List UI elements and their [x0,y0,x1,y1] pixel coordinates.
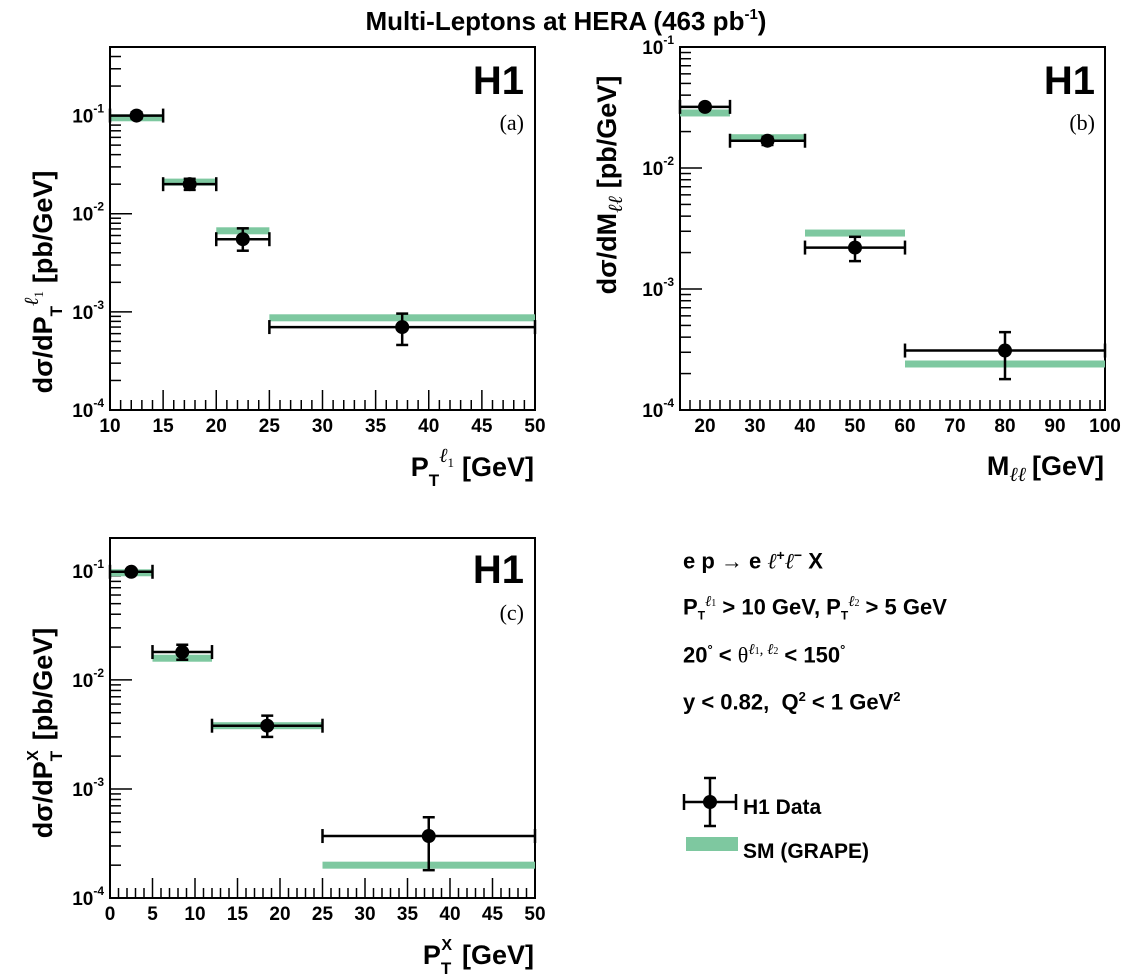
x-tick-label: 15 [227,904,249,925]
x-tick-label: 70 [944,416,965,437]
x-tick-label: 30 [354,904,375,925]
data-point [129,108,144,123]
x-tick-label: 50 [524,416,545,437]
data-point [260,718,275,733]
data-point [760,133,775,148]
data-point [175,645,190,660]
x-tick-label: 45 [471,416,493,437]
x-tick-label: 20 [694,416,715,437]
selection-theta-cut: 20° < θℓ1, ℓ2 < 150° [683,642,846,668]
panel-b-experiment: H1 [1044,59,1095,103]
y-tick-label: 10-2 [72,666,104,692]
panel-a: 10-4 10-3 10-2 10-1 10 15 20 25 30 35 40 45 50 H1 (a… [21,46,546,490]
data-point [182,177,197,192]
x-tick-label: 45 [482,904,504,925]
plot-frame [109,537,536,899]
panel-b-ylabel: dσ/dMℓℓ[pb/GeV] [592,76,627,295]
legend-sm-symbol [686,837,738,851]
panel-b-xlabel: Mℓℓ [GeV] [987,451,1104,486]
x-tick-label: 25 [312,904,334,925]
panel-a-label: (a) [500,110,524,135]
x-tick-label: 35 [397,904,419,925]
x-tick-label: 15 [153,416,175,437]
panel-a-xlabel: PTℓ1 [GeV] [411,445,534,490]
y-tick-label: 10-1 [72,557,104,583]
selection-cuts: e p → e ℓ+ℓ− X PTℓ1 > 10 GeV, PTℓ2 > 5 G… [683,532,1123,720]
legend-data-label: H1 Data [743,796,822,819]
x-tick-label: 90 [1044,416,1065,437]
panel-b-label: (b) [1069,110,1095,135]
y-tick-label: 10-3 [642,275,674,301]
y-tick-label: 10-4 [72,396,104,422]
data-point [698,99,712,114]
x-tick-label: 50 [524,904,545,925]
legend-sm-label: SM (GRAPE) [743,840,869,863]
y-tick-label: 10-4 [72,884,104,910]
y-tick-label: 10-2 [642,154,674,180]
x-tick-label: 40 [418,416,439,437]
y-tick-label: 10-2 [72,200,104,226]
x-tick-label: 100 [1089,416,1121,437]
x-tick-label: 20 [269,904,290,925]
panel-c-label: (c) [500,600,524,625]
y-tick-label: 10-3 [72,775,104,801]
panel-c-ylabel: dσ/dPTX[pb/GeV] [25,628,66,839]
legend-sm-entry: SM (GRAPE) [683,831,983,875]
panel-c-experiment: H1 [473,548,524,592]
y-tick-label: 10-4 [642,396,674,422]
x-tick-label: 40 [439,904,460,925]
data-point [848,240,862,255]
data-point [235,232,250,247]
selection-pt-cuts: PTℓ1 > 10 GeV, PTℓ2 > 5 GeV [683,594,947,623]
x-tick-label: 40 [794,416,815,437]
y-tick-label: 10-1 [642,33,674,59]
legend-data-entry: H1 Data [683,787,983,831]
x-tick-label: 80 [994,416,1015,437]
x-tick-label: 25 [259,416,281,437]
x-tick-label: 35 [365,416,387,437]
x-tick-label: 50 [844,416,865,437]
x-tick-label: 60 [894,416,915,437]
x-tick-label: 30 [744,416,765,437]
x-tick-label: 0 [105,904,116,925]
x-tick-label: 20 [206,416,227,437]
selection-kinematic-cuts: y < 0.82, Q2 < 1 GeV2 [683,689,901,715]
figure-title: Multi-Leptons at HERA (463 pb-1) [366,6,767,36]
plot-frame [109,46,536,411]
y-tick-label: 10-3 [72,298,104,324]
sm-band [805,229,905,237]
y-tick-label: 10-1 [72,102,104,128]
legend: H1 Data SM (GRAPE) [683,787,983,875]
panel-a-ylabel: dσ/dPTℓ1[pb/GeV] [21,171,66,394]
panel-c-xlabel: PTX [GeV] [423,937,534,978]
x-tick-label: 10 [99,416,120,437]
plot-frame [679,46,1106,411]
panel-c: 10-410-310-210-10 5 10 15 20 25 30 35 40 45 50 H1 … [25,537,546,978]
x-tick-label: 10 [184,904,205,925]
panel-b: 10-4 10-3 10-2 10-1 20 30 40 50 60 70 80 90 100 H1 (… [592,33,1121,486]
data-point [998,343,1012,358]
x-tick-label: 5 [147,904,158,925]
panel-a-experiment: H1 [473,59,524,103]
data-point [421,829,436,844]
selection-process: e p → e ℓ+ℓ− X [683,547,823,574]
data-point [124,564,139,579]
x-tick-label: 30 [312,416,333,437]
data-point [395,320,410,335]
legend-data-symbol [682,776,738,828]
